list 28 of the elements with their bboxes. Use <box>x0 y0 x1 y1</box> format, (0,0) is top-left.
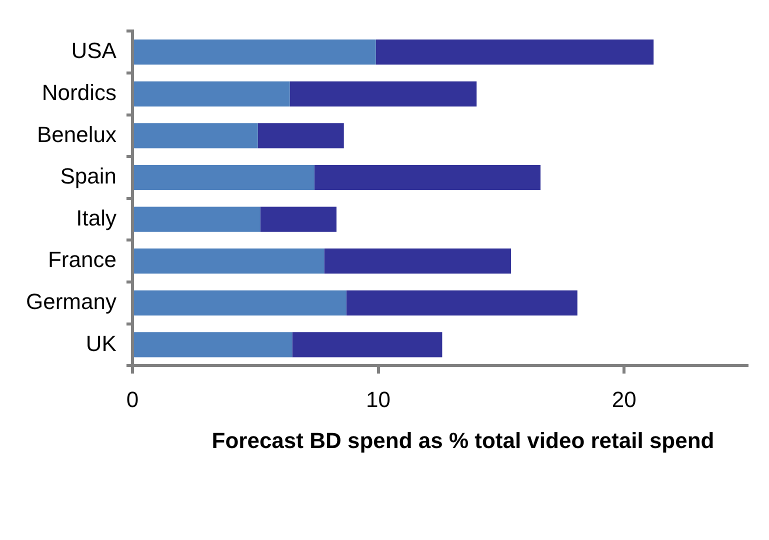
bar <box>134 123 258 148</box>
bar <box>134 290 346 316</box>
x-tick-label: 20 <box>612 386 636 412</box>
bar <box>134 40 376 65</box>
bar <box>134 81 290 106</box>
bar <box>258 123 344 148</box>
x-tick-label: 0 <box>126 386 139 412</box>
bar <box>134 206 260 232</box>
y-tick-label: Germany <box>26 288 116 314</box>
y-tick-label: France <box>48 247 116 272</box>
y-tick-label: Nordics <box>42 80 116 105</box>
bar <box>346 290 578 316</box>
y-tick-label: Spain <box>60 164 116 189</box>
bar <box>292 332 442 358</box>
bar <box>290 81 477 106</box>
y-tick-label: UK <box>86 330 117 356</box>
bar <box>376 40 654 65</box>
y-tick-label: USA <box>71 38 117 64</box>
x-axis-title: Forecast BD spend as % total video retail spend <box>210 428 716 454</box>
bar <box>314 164 541 190</box>
x-tick-label: 10 <box>366 386 391 412</box>
bar <box>134 332 292 358</box>
bar <box>134 164 314 190</box>
bar <box>134 248 324 274</box>
bar <box>324 248 512 274</box>
bar <box>260 206 336 232</box>
y-tick-label: Italy <box>76 205 116 230</box>
y-tick-label: Benelux <box>36 122 116 147</box>
